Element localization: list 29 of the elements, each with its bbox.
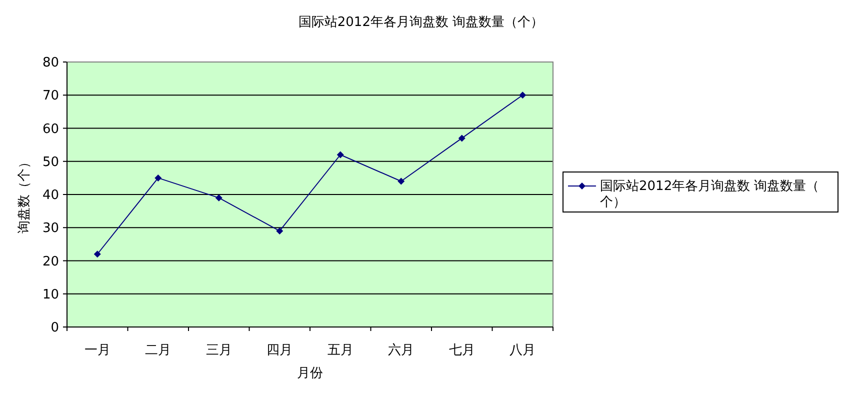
x-axis-title: 月份 — [297, 366, 323, 381]
x-tick-label: 一月 — [84, 343, 110, 358]
y-tick-label: 60 — [42, 122, 59, 137]
y-tick-label: 80 — [42, 56, 59, 70]
point — [336, 151, 344, 158]
point — [398, 178, 405, 185]
x-tick-label: 八月 — [510, 343, 536, 358]
y-tick-label: 70 — [42, 88, 59, 104]
x-tick-label: 三月 — [206, 343, 232, 358]
point — [519, 92, 526, 99]
x-tick-label: 六月 — [388, 343, 414, 358]
x-tick-label: 四月 — [266, 343, 293, 358]
chart-title: 国际站2012年各月询盘数 询盘数量（个） — [298, 15, 544, 30]
point — [215, 194, 222, 202]
point — [94, 250, 101, 258]
y-axis-title: 询盘数（个） — [17, 156, 32, 234]
y-tick-label: 0 — [50, 320, 59, 336]
point — [276, 227, 284, 234]
y-tick-label: 40 — [42, 188, 59, 203]
point — [154, 174, 162, 182]
x-tick-label: 二月 — [145, 343, 172, 358]
y-tick-label: 10 — [42, 287, 59, 302]
y-tick-label: 30 — [42, 221, 59, 236]
point — [458, 134, 466, 142]
y-tick-label: 50 — [42, 154, 59, 170]
y-tick-label: 20 — [42, 254, 59, 270]
legend-label: 国际站2012年各月询盘数 询盘数量（个） — [600, 179, 820, 210]
x-tick-label: 五月 — [327, 343, 354, 358]
x-tick-label: 七月 — [448, 343, 475, 358]
